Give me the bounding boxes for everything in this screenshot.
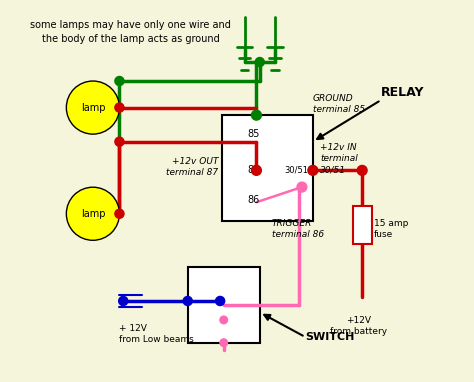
Text: lamp: lamp [81,209,105,219]
Circle shape [66,187,119,240]
Circle shape [308,165,318,175]
Circle shape [183,296,192,306]
Text: +12v IN
terminal
30/51: +12v IN terminal 30/51 [320,143,358,175]
Text: RELAY: RELAY [381,86,425,99]
Text: +12V
from battery: +12V from battery [330,316,387,336]
Circle shape [115,76,124,86]
Circle shape [252,165,261,175]
Circle shape [66,81,119,134]
Bar [353,206,372,244]
Text: SWITCH: SWITCH [305,332,355,342]
Circle shape [115,103,124,112]
Circle shape [297,182,307,192]
Text: +12v OUT
terminal 87: +12v OUT terminal 87 [166,157,218,176]
Circle shape [252,110,261,120]
Text: some lamps may have only one wire and
the body of the lamp acts as ground: some lamps may have only one wire and th… [30,20,231,44]
Text: 87: 87 [247,165,260,175]
Text: 86: 86 [247,195,260,205]
Bar [222,115,313,221]
Circle shape [118,296,128,306]
Text: GROUND
terminal 85: GROUND terminal 85 [313,94,365,114]
Circle shape [357,165,367,175]
Text: 85: 85 [247,129,260,139]
Text: 15 amp
fuse: 15 amp fuse [374,219,408,239]
Circle shape [220,339,228,346]
Circle shape [115,137,124,146]
Circle shape [216,296,225,306]
Bar [188,267,260,343]
Circle shape [220,316,228,324]
Text: 30/51: 30/51 [284,166,309,175]
Text: + 12V
from Low beams: + 12V from Low beams [119,324,194,344]
Text: TRIGGER
terminal 86: TRIGGER terminal 86 [272,219,324,239]
Circle shape [255,58,264,66]
Text: lamp: lamp [81,103,105,113]
Circle shape [115,209,124,218]
